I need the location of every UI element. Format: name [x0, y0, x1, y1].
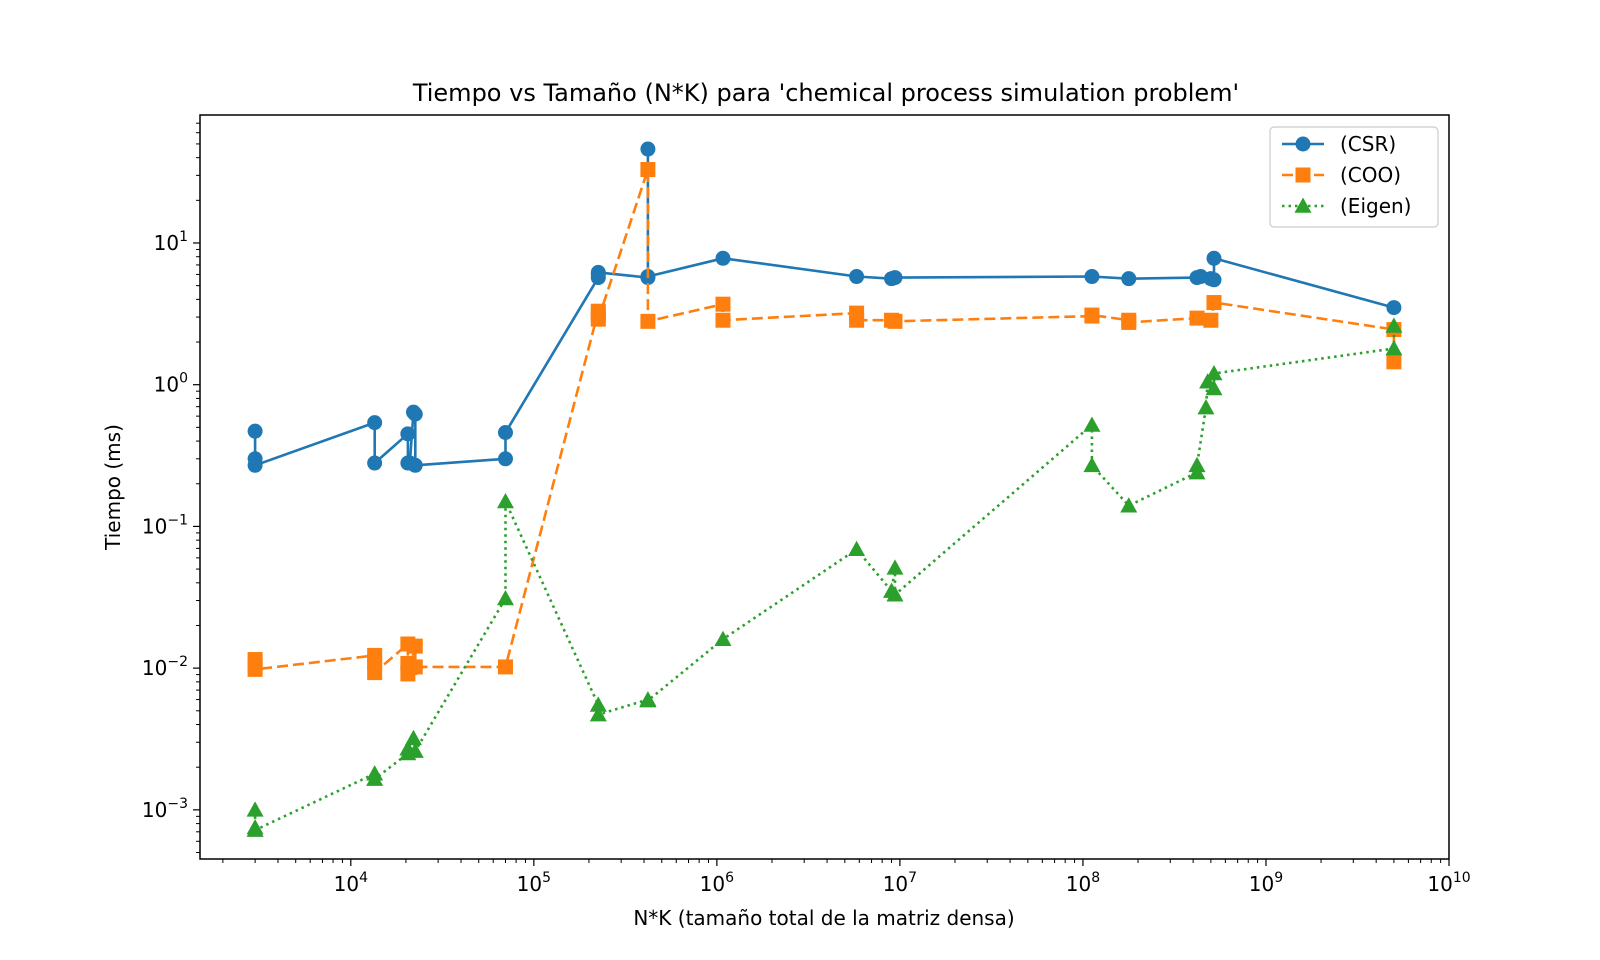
data-point — [590, 264, 606, 280]
legend-label: (COO) — [1340, 163, 1401, 187]
data-point — [1206, 295, 1222, 311]
data-point — [849, 312, 865, 328]
legend-marker — [1294, 197, 1312, 213]
data-point — [589, 706, 607, 722]
data-point — [887, 313, 903, 329]
data-point — [886, 586, 904, 602]
data-point — [367, 455, 383, 471]
data-point — [366, 770, 384, 786]
data-point — [640, 162, 656, 178]
x-tick-label: 107 — [883, 870, 917, 896]
data-point — [1386, 300, 1402, 316]
legend-label: (CSR) — [1340, 132, 1396, 156]
x-tick-label: 106 — [700, 870, 734, 896]
data-point — [407, 659, 423, 675]
data-point — [715, 312, 731, 328]
data-point — [640, 141, 656, 157]
legend-marker — [1295, 136, 1311, 152]
data-point — [496, 492, 514, 509]
data-point — [497, 424, 513, 440]
data-point — [367, 415, 383, 431]
data-point — [404, 729, 422, 746]
x-axis: 104 105 106 107 108 109 1010 — [222, 859, 1471, 896]
data-point — [407, 638, 423, 654]
data-point — [1121, 271, 1137, 287]
series-layer — [246, 141, 1403, 837]
y-tick-label: 10−3 — [142, 796, 188, 822]
data-point — [367, 665, 383, 681]
data-point — [497, 659, 513, 675]
x-tick-label: 108 — [1066, 870, 1100, 896]
x-tick-label: 105 — [517, 870, 551, 896]
data-point — [247, 661, 263, 677]
data-point — [886, 559, 904, 575]
y-tick-label: 101 — [154, 229, 188, 255]
data-point — [1083, 416, 1101, 432]
legend-box — [1269, 126, 1439, 228]
data-point — [497, 451, 513, 467]
legend: (CSR) (COO) (Eigen) — [1269, 126, 1439, 228]
data-point — [496, 590, 514, 606]
data-point — [406, 742, 424, 758]
data-point — [1385, 317, 1403, 333]
data-point — [848, 540, 866, 557]
data-point — [1084, 269, 1100, 285]
data-point — [1188, 456, 1206, 473]
y-tick-label: 10−2 — [142, 654, 188, 680]
data-point — [400, 426, 416, 442]
data-point — [1385, 340, 1403, 356]
series-0 — [247, 141, 1402, 473]
y-tick-label: 100 — [154, 371, 188, 397]
series-2 — [246, 317, 1403, 837]
data-point — [715, 296, 731, 312]
legend-marker — [1295, 167, 1311, 183]
data-point — [407, 406, 423, 422]
data-point — [1197, 399, 1215, 415]
legend-label: (Eigen) — [1340, 194, 1411, 218]
data-point — [246, 801, 264, 817]
series-1 — [247, 162, 1402, 682]
data-point — [247, 423, 263, 439]
data-point — [1084, 307, 1100, 323]
data-point — [639, 692, 657, 708]
chart-title: Tiempo vs Tamaño (N*K) para 'chemical pr… — [412, 79, 1239, 107]
data-point — [247, 457, 263, 473]
data-point — [640, 313, 656, 329]
plot-frame — [199, 114, 1450, 860]
x-axis-label: N*K (tamaño total de la matriz densa) — [633, 906, 1014, 930]
x-tick-label: 104 — [334, 870, 368, 896]
data-point — [246, 821, 264, 837]
y-axis-label: Tiempo (ms) — [101, 424, 125, 551]
data-point — [887, 270, 903, 286]
data-point — [1083, 456, 1101, 473]
data-point — [590, 311, 606, 327]
data-point — [1120, 497, 1138, 513]
data-point — [714, 630, 732, 647]
data-point — [715, 250, 731, 266]
data-point — [1189, 310, 1205, 326]
data-point — [1206, 272, 1222, 288]
y-axis: 10−3 10−2 10−1 100 101 — [142, 122, 200, 854]
y-tick-label: 10−1 — [142, 512, 188, 538]
data-point — [849, 269, 865, 285]
x-tick-label: 109 — [1249, 870, 1283, 896]
data-point — [1203, 312, 1219, 328]
data-point — [407, 457, 423, 473]
x-tick-label: 1010 — [1427, 870, 1470, 896]
data-point — [1206, 250, 1222, 266]
data-point — [1386, 354, 1402, 370]
data-point — [1205, 380, 1223, 396]
data-point — [1205, 364, 1223, 381]
data-point — [1121, 314, 1137, 330]
data-point — [589, 696, 607, 712]
